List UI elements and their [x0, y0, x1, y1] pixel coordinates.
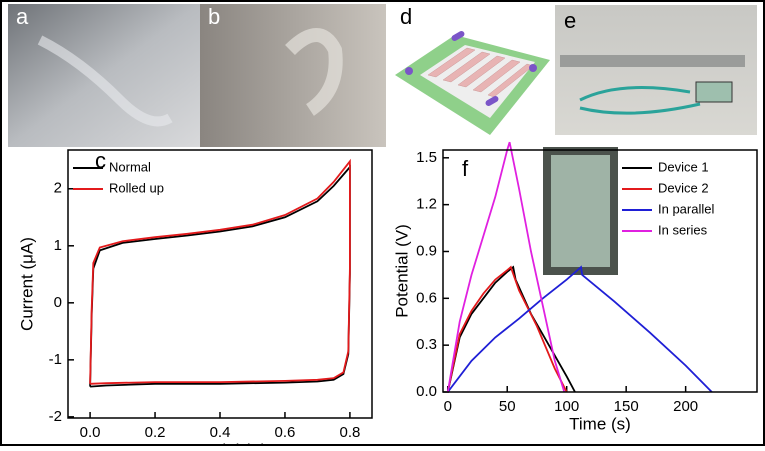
y-tick-label: -2: [49, 408, 62, 425]
y-tick-label: 1.5: [416, 149, 437, 166]
x-tick-label: 0: [444, 398, 452, 415]
y-axis-label: Potential (V): [392, 224, 411, 318]
y-tick-label: 1: [54, 237, 62, 254]
wires: [579, 86, 701, 115]
film: [37, 35, 173, 127]
x-axis-label: Potential (V): [173, 440, 267, 446]
legend-label: Rolled up: [109, 180, 164, 195]
inset-lcd: [551, 155, 610, 267]
series-line: [446, 141, 566, 393]
lcd: [695, 81, 733, 103]
photo: [200, 4, 386, 147]
y-tick-label: 1.2: [416, 196, 437, 213]
x-tick-label: 0.0: [80, 424, 101, 441]
ruler: [560, 55, 745, 67]
legend-label: In series: [658, 222, 708, 237]
series-line: [447, 265, 713, 393]
series-line: [89, 158, 351, 385]
x-tick-label: 150: [614, 398, 639, 415]
y-axis-label: Current (μA): [17, 237, 36, 331]
x-tick-label: 100: [554, 398, 579, 415]
panel-label: a: [16, 4, 29, 29]
panel-label: d: [400, 4, 412, 29]
y-tick-label: 2: [54, 180, 62, 197]
y-tick-label: 0.9: [416, 242, 437, 259]
panel-label: b: [208, 4, 220, 29]
y-tick-label: 0.0: [416, 383, 437, 400]
legend-label: Normal: [109, 159, 151, 174]
series-line: [446, 265, 568, 393]
legend-label: In parallel: [658, 201, 714, 216]
y-tick-label: 0.3: [416, 336, 437, 353]
y-tick-label: 0.6: [416, 289, 437, 306]
x-tick-label: 200: [673, 398, 698, 415]
legend-label: Device 2: [658, 180, 709, 195]
x-tick-label: 0.2: [145, 424, 166, 441]
y-tick-label: -1: [49, 351, 62, 368]
device-diagram: [395, 31, 550, 135]
plot-frame: [67, 149, 373, 419]
panel-label: e: [564, 8, 576, 33]
film: [285, 28, 343, 116]
legend-label: Device 1: [658, 159, 709, 174]
x-tick-label: 0.6: [275, 424, 296, 441]
x-tick-label: 0.8: [339, 424, 360, 441]
plot-frame: [442, 149, 758, 393]
series-line: [89, 164, 351, 388]
photo: [8, 4, 200, 147]
panel-label: f: [462, 156, 469, 181]
photo: [555, 5, 757, 135]
x-tick-label: 0.4: [210, 424, 231, 441]
x-axis-label: Time (s): [569, 414, 631, 433]
y-tick-label: 0: [54, 294, 62, 311]
panel-label: c: [95, 148, 106, 173]
x-tick-label: 50: [499, 398, 516, 415]
